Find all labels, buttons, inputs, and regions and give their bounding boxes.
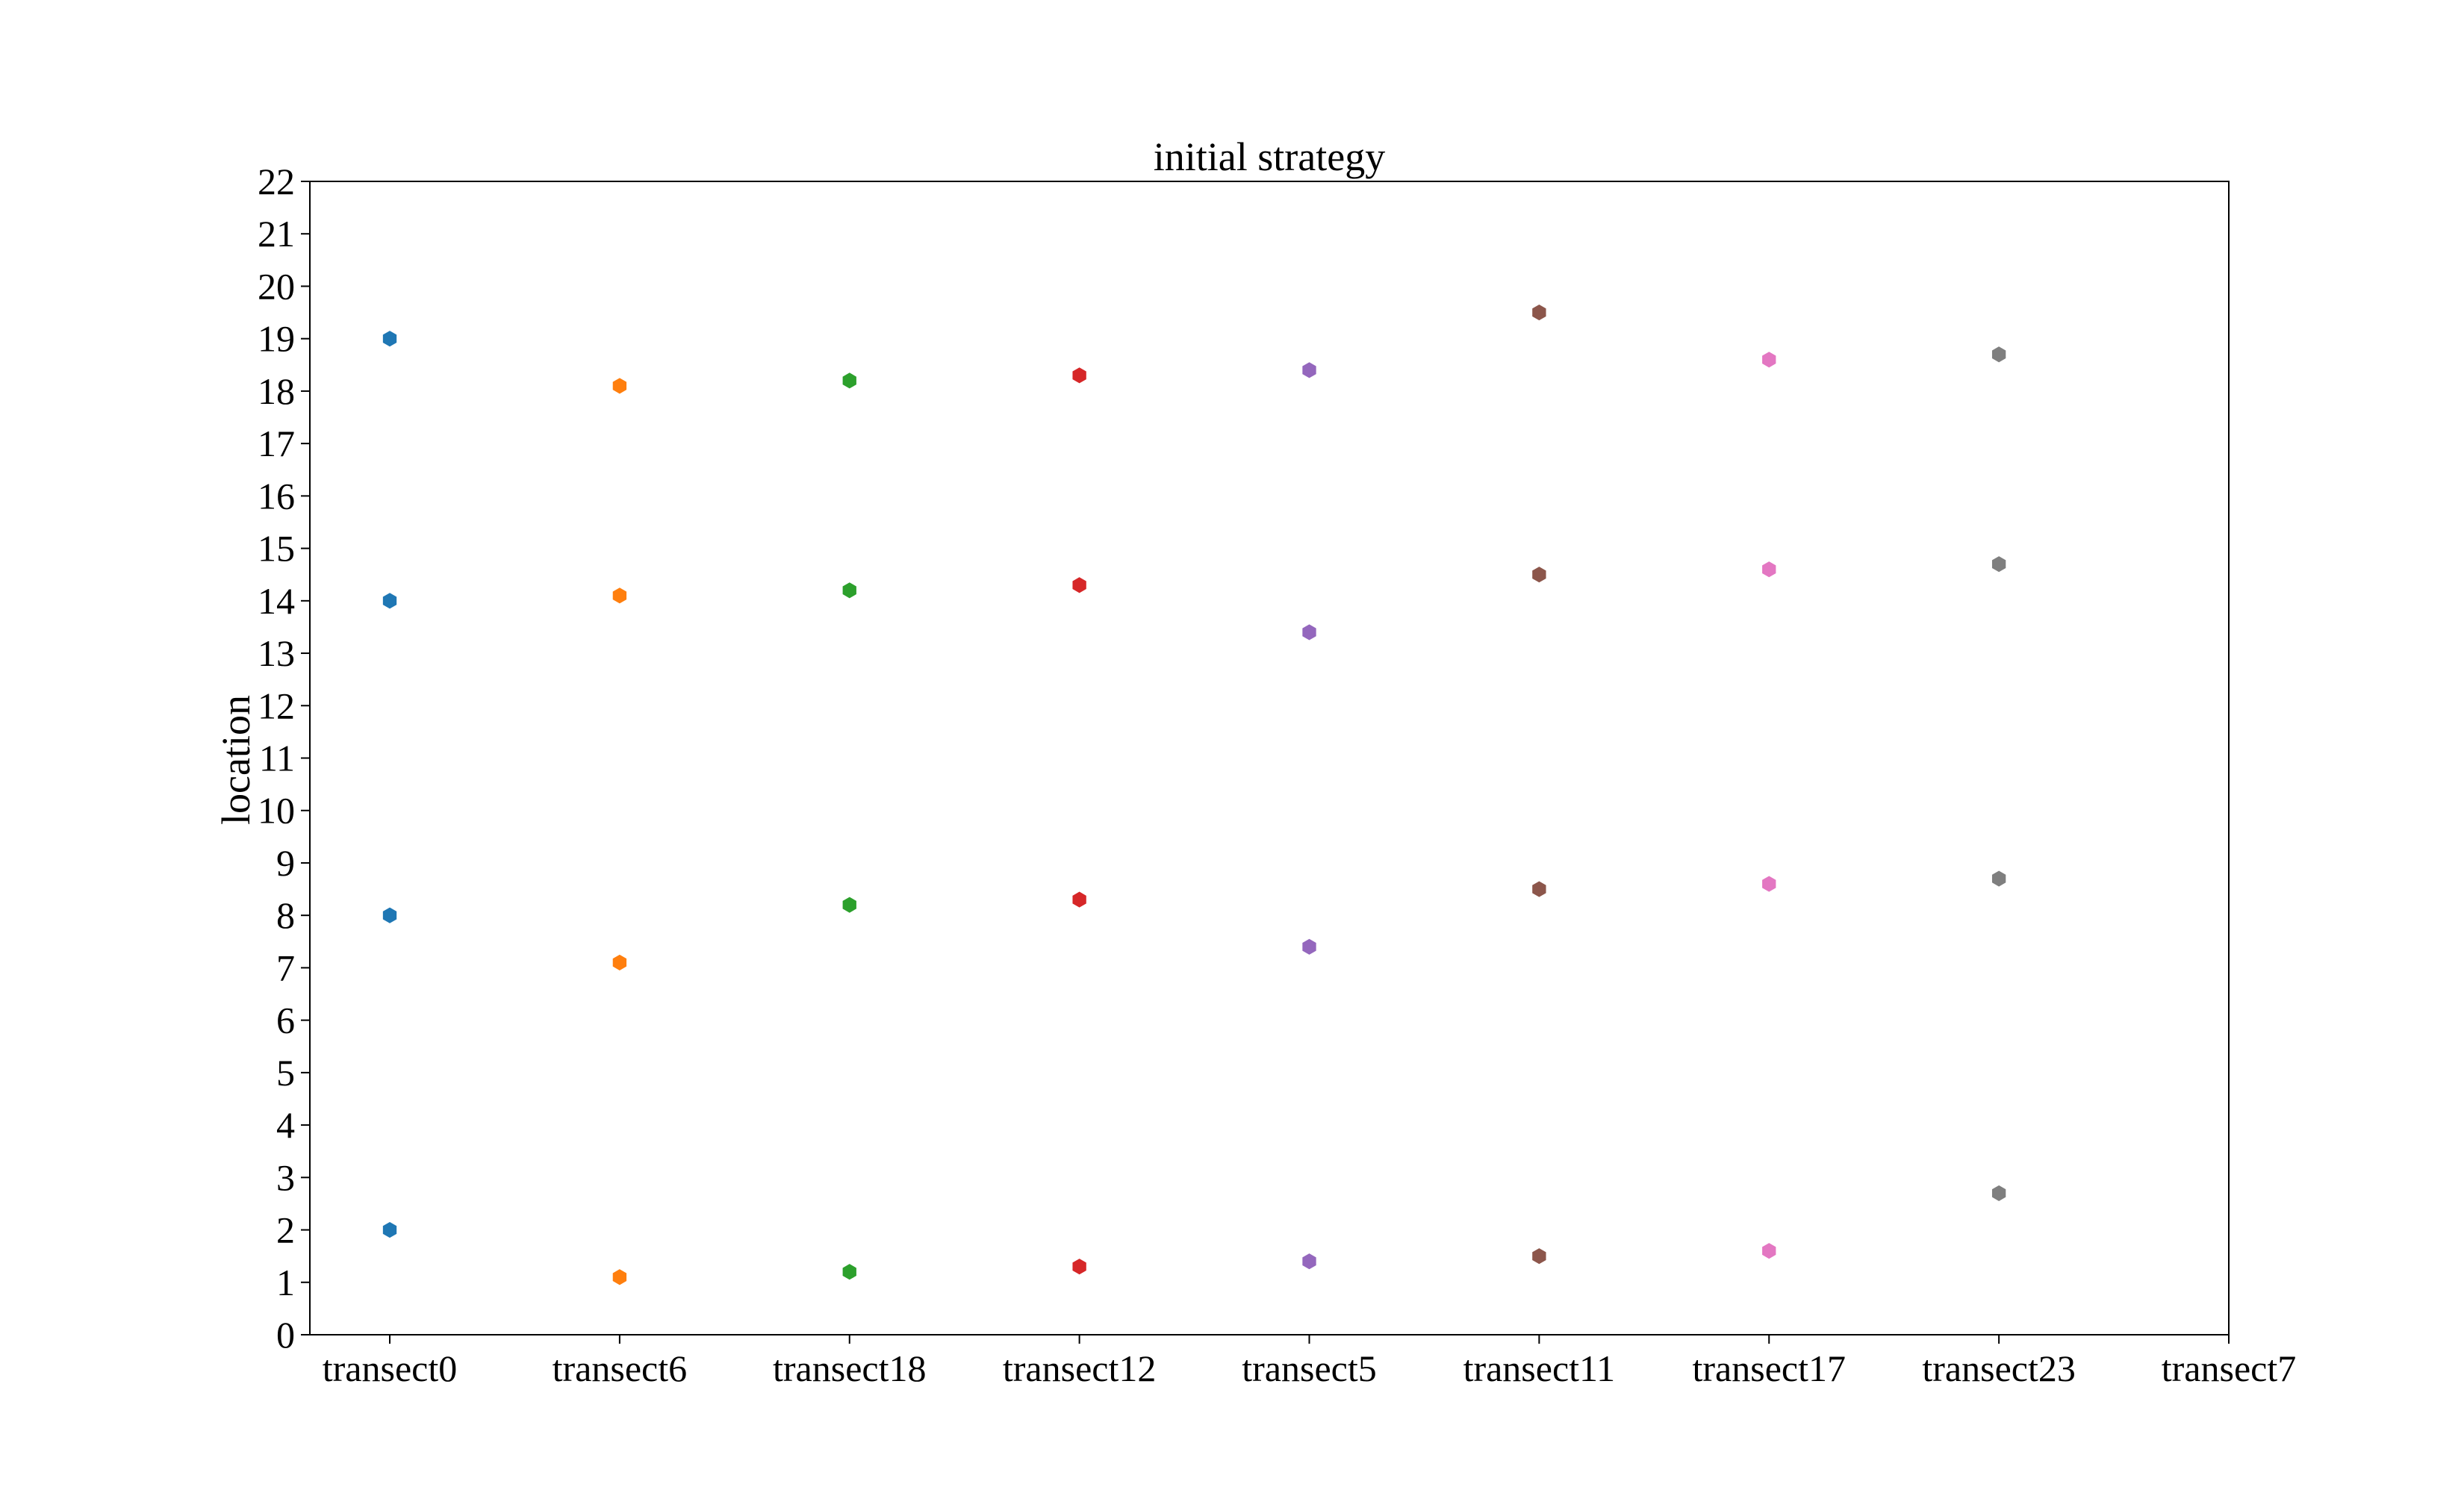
data-point — [382, 593, 397, 609]
x-tick-label: transect17 — [1693, 1347, 1846, 1389]
x-tick-label: transect6 — [553, 1347, 687, 1389]
y-tick-label: 1 — [276, 1262, 295, 1303]
y-tick-label: 15 — [258, 528, 295, 570]
data-point — [1991, 870, 2006, 887]
plot-frame — [309, 181, 2230, 1335]
y-tick-label: 11 — [259, 738, 295, 779]
data-point — [1532, 567, 1546, 583]
x-tick-label: transect23 — [1922, 1347, 2075, 1389]
y-tick-label: 21 — [258, 213, 295, 255]
y-tick-label: 3 — [276, 1156, 295, 1198]
data-point — [1991, 1185, 2006, 1201]
data-point — [1302, 938, 1316, 955]
y-tick-label: 6 — [276, 1000, 295, 1041]
data-point — [1302, 1253, 1316, 1270]
y-axis-title: location — [214, 695, 258, 825]
y-tick-label: 19 — [258, 318, 295, 360]
data-point — [1072, 1259, 1086, 1275]
data-point — [842, 1264, 856, 1280]
y-tick-label: 22 — [258, 160, 295, 202]
y-tick-label: 13 — [258, 632, 295, 674]
data-point — [842, 373, 856, 389]
x-axis: transect0 transect6 transect18 transect12 tr… — [323, 1335, 2296, 1389]
y-tick-label: 18 — [258, 370, 295, 412]
x-tick-label: transect0 — [323, 1347, 457, 1389]
y-tick-label: 0 — [276, 1314, 295, 1356]
data-point — [1072, 577, 1086, 593]
data-point — [612, 378, 627, 394]
y-tick-label: 4 — [276, 1104, 295, 1146]
y-tick-label: 8 — [276, 894, 295, 936]
data-point — [1532, 881, 1546, 897]
y-tick-label: 5 — [276, 1052, 295, 1094]
data-point — [842, 582, 856, 599]
y-tick-label: 10 — [258, 790, 295, 832]
y-tick-label: 14 — [258, 580, 295, 622]
x-tick-label: transect5 — [1242, 1347, 1376, 1389]
data-point — [1072, 367, 1086, 384]
x-tick-label: transect11 — [1463, 1347, 1616, 1389]
data-point — [612, 954, 627, 970]
data-point — [612, 1269, 627, 1285]
y-tick-label: 9 — [276, 842, 295, 884]
data-point — [1762, 352, 1776, 368]
data-point — [612, 587, 627, 604]
data-point — [1991, 346, 2006, 363]
y-tick-label: 17 — [258, 423, 295, 464]
y-tick-label: 12 — [258, 685, 295, 726]
data-point — [842, 897, 856, 913]
data-point — [1302, 624, 1316, 640]
x-tick-label: transect12 — [1003, 1347, 1156, 1389]
y-tick-label: 16 — [258, 475, 295, 517]
data-point — [1532, 1248, 1546, 1265]
data-point — [1072, 891, 1086, 908]
data-point — [1762, 561, 1776, 578]
y-tick-label: 20 — [258, 265, 295, 307]
data-point — [382, 331, 397, 347]
data-point — [382, 1221, 397, 1238]
x-tick-label: transect7 — [2162, 1347, 2296, 1389]
chart-title: initial strategy — [1154, 134, 1385, 179]
data-point — [1762, 876, 1776, 892]
y-tick-label: 7 — [276, 947, 295, 988]
x-tick-label: transect18 — [773, 1347, 926, 1389]
y-tick-label: 2 — [276, 1209, 295, 1251]
data-point — [382, 907, 397, 923]
data-point — [1302, 362, 1316, 378]
data-point — [1762, 1243, 1776, 1259]
data-points — [382, 304, 2006, 1285]
data-point — [1532, 304, 1546, 321]
data-point — [1991, 556, 2006, 573]
